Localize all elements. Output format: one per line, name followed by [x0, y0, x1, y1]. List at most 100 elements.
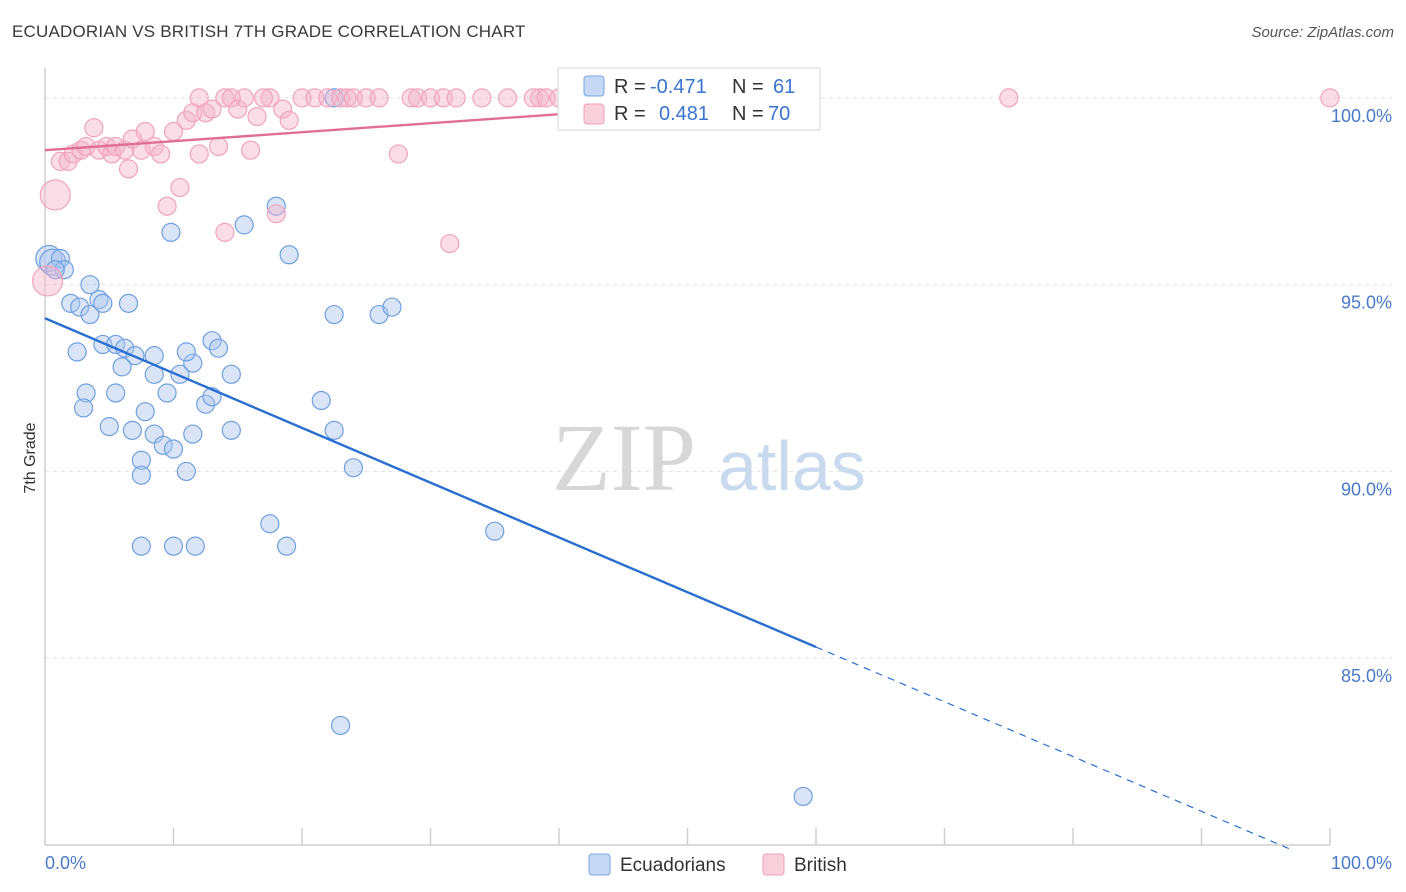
ecuadorians-point [163, 439, 184, 459]
ecuadorians-point [382, 297, 402, 317]
n-label-british: N = [732, 103, 764, 125]
british-point [446, 88, 466, 108]
ecuadorians-point [45, 260, 65, 280]
ecuadorians-point [176, 342, 196, 362]
legend-swatch-ecuadorians [588, 853, 611, 876]
british-swatch [583, 103, 605, 125]
ecuadorians-point [183, 424, 203, 444]
ecuadorians-point [89, 290, 109, 310]
ecuadorians-point [67, 342, 87, 362]
r-label-ecuadorians: R = [614, 76, 646, 98]
british-point [215, 88, 235, 108]
y-tick-label: 90.0% [1341, 479, 1392, 499]
ecuadorians-point [324, 420, 344, 440]
ecuadorians-point [793, 786, 813, 807]
british-point [202, 99, 222, 119]
ecuadorians-point [208, 338, 229, 358]
x-tick-label-max: 100.0% [1331, 853, 1392, 873]
ecuadorians-point [330, 715, 351, 736]
british-point [241, 140, 261, 160]
data-points [31, 88, 1340, 807]
ecuadorians-point [35, 244, 63, 273]
ecuadorians-point [106, 383, 126, 403]
chart-title: ECUADORIAN VS BRITISH 7TH GRADE CORRELAT… [12, 22, 526, 41]
ecuadorians-swatch [583, 75, 605, 97]
legend-label-british: British [794, 855, 847, 876]
grid-lines [45, 97, 1392, 659]
n-label-ecuadorians: N = [732, 76, 764, 98]
ecuadorians-point [266, 196, 286, 216]
british-point [228, 99, 248, 119]
british-point [189, 144, 209, 164]
x-tick-label-min: 0.0% [45, 853, 86, 873]
ecuadorians-point [50, 248, 71, 269]
watermark-atlas: atlas [718, 427, 866, 505]
r-label-british: R = [614, 103, 646, 125]
ecuadorians-trend-line [44, 317, 817, 649]
ecuadorians-point [157, 383, 177, 403]
ecuadorians-point [73, 398, 94, 418]
british-point [208, 136, 229, 157]
british-point [401, 88, 421, 108]
ecuadorians-point [131, 465, 151, 485]
ecuadorians-point [221, 364, 241, 384]
ecuadorians-point [221, 420, 241, 440]
ecuadorians-point [70, 297, 90, 317]
ecuadorians-point [311, 390, 331, 411]
ecuadorians-point [76, 383, 96, 403]
british-point [273, 99, 293, 119]
british-point [472, 88, 492, 108]
y-tick-label: 95.0% [1341, 293, 1392, 313]
ecuadorians-point [343, 458, 363, 478]
ecuadorians-point [202, 331, 222, 351]
ecuadorians-point [279, 245, 299, 265]
ecuadorians-point [93, 293, 113, 313]
ecuadorians-point [485, 521, 505, 541]
ecuadorians-point [118, 293, 139, 313]
british-point [337, 88, 357, 108]
british-point [31, 265, 64, 297]
british-point [266, 204, 286, 224]
ecuadorians-point [196, 394, 216, 414]
n-value-british: 70 [768, 103, 790, 125]
r-value-ecuadorians: -0.471 [650, 76, 707, 98]
ecuadorians-point [183, 353, 203, 373]
british-point [157, 196, 177, 216]
british-point [221, 88, 241, 108]
british-point [253, 88, 274, 108]
ecuadorians-point [135, 402, 155, 422]
ecuadorians-point [176, 461, 196, 482]
british-point [39, 179, 71, 211]
stats-legend: R = -0.471 N = 61 R = 0.481 N = 70 [557, 67, 821, 131]
british-point [999, 88, 1019, 108]
ecuadorians-point [80, 304, 100, 325]
british-point [135, 121, 155, 142]
y-axis-label: 7th Grade [22, 422, 39, 493]
british-point [260, 88, 280, 108]
source-note: Source: ZipAtlas.com [1251, 24, 1394, 41]
x-tick-marks [172, 828, 1331, 845]
ecuadorians-point [276, 536, 297, 556]
british-point [388, 144, 408, 164]
r-value-british: 0.481 [659, 103, 709, 125]
british-point [151, 144, 171, 164]
legend-label-ecuadorians: Ecuadorians [620, 855, 726, 876]
british-point [170, 177, 190, 198]
ecuadorians-point [161, 222, 181, 242]
ecuadorians-point [260, 514, 280, 534]
series-legend: Ecuadorians British [588, 853, 847, 876]
ecuadorians-point [131, 450, 151, 470]
ecuadorians-point [185, 536, 205, 556]
ecuadorians-point [122, 420, 142, 440]
british-point [1320, 88, 1340, 108]
watermark-zip: ZIP [552, 404, 696, 511]
y-tick-label: 100.0% [1331, 106, 1392, 126]
ecuadorians-point [80, 275, 100, 295]
y-tick-label: 85.0% [1341, 666, 1392, 686]
ecuadorians-trend-extension [815, 646, 1292, 851]
british-point [215, 222, 235, 242]
ecuadorians-point [131, 536, 151, 556]
british-point [118, 159, 139, 179]
british-point [176, 110, 196, 130]
